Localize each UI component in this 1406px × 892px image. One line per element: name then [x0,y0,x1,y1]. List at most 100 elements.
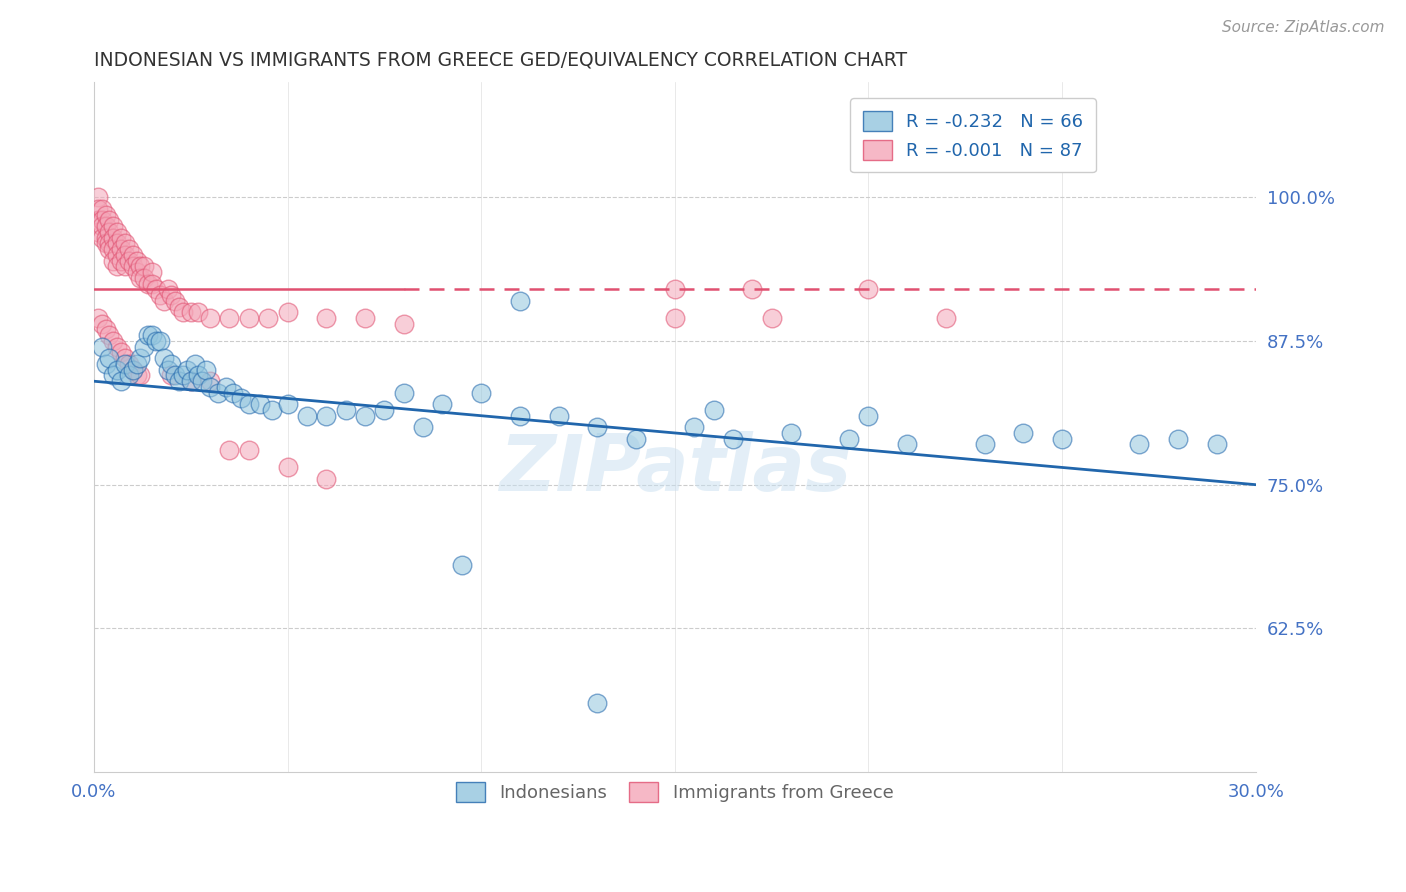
Point [90,230,112,244]
Point [149,288,172,302]
Point [98,242,121,256]
Point [392,385,415,400]
Point [509,409,531,423]
Text: INDONESIAN VS IMMIGRANTS FROM GREECE GED/EQUIVALENCY CORRELATION CHART: INDONESIAN VS IMMIGRANTS FROM GREECE GED… [94,51,907,70]
Point [187,368,209,383]
Point [761,311,783,326]
Point [183,357,205,371]
Point [105,248,128,262]
Point [172,368,194,383]
Point [110,242,132,256]
Point [94,357,117,371]
Point [134,270,156,285]
Point [94,322,117,336]
Point [741,282,763,296]
Point [136,328,159,343]
Point [114,351,136,366]
Point [110,345,132,359]
Point [1167,432,1189,446]
Point [167,374,190,388]
Point [198,380,221,394]
Point [218,443,240,458]
Point [218,311,240,326]
Point [105,225,128,239]
Point [683,420,706,434]
Point [664,282,686,296]
Point [129,368,152,383]
Point [1050,432,1073,446]
Point [87,190,110,204]
Point [160,357,183,371]
Point [129,351,152,366]
Point [152,293,174,308]
Point [121,260,143,274]
Point [277,460,299,475]
Point [547,409,569,423]
Point [238,443,260,458]
Point [125,368,148,383]
Point [90,317,112,331]
Point [125,253,148,268]
Point [1128,437,1150,451]
Point [105,362,128,376]
Point [94,208,117,222]
Point [90,213,112,227]
Point [145,334,167,348]
Point [838,432,860,446]
Point [114,248,136,262]
Point [121,362,143,376]
Point [1206,437,1229,451]
Point [392,317,415,331]
Point [105,260,128,274]
Point [160,288,183,302]
Point [973,437,995,451]
Point [664,311,686,326]
Point [156,282,179,296]
Point [110,253,132,268]
Point [103,368,125,383]
Point [90,202,112,216]
Point [90,219,112,233]
Point [103,219,125,233]
Point [125,265,148,279]
Point [214,380,236,394]
Point [87,225,110,239]
Point [249,397,271,411]
Point [118,357,141,371]
Point [134,340,156,354]
Point [354,409,377,423]
Point [87,311,110,326]
Point [125,357,148,371]
Point [172,305,194,319]
Point [207,385,229,400]
Text: ZIPatlas: ZIPatlas [499,431,851,507]
Point [187,305,209,319]
Point [110,230,132,244]
Point [98,328,121,343]
Legend: Indonesians, Immigrants from Greece: Indonesians, Immigrants from Greece [444,770,905,814]
Point [110,374,132,388]
Point [94,230,117,244]
Point [858,282,880,296]
Point [1012,425,1035,440]
Point [103,230,125,244]
Point [160,368,183,383]
Point [509,293,531,308]
Point [198,311,221,326]
Point [180,374,202,388]
Point [141,328,163,343]
Point [277,397,299,411]
Point [121,248,143,262]
Point [87,202,110,216]
Point [141,265,163,279]
Point [94,236,117,251]
Point [134,260,156,274]
Point [229,392,252,406]
Point [191,374,214,388]
Point [470,385,492,400]
Point [180,305,202,319]
Point [702,403,724,417]
Point [129,270,152,285]
Point [354,311,377,326]
Point [118,253,141,268]
